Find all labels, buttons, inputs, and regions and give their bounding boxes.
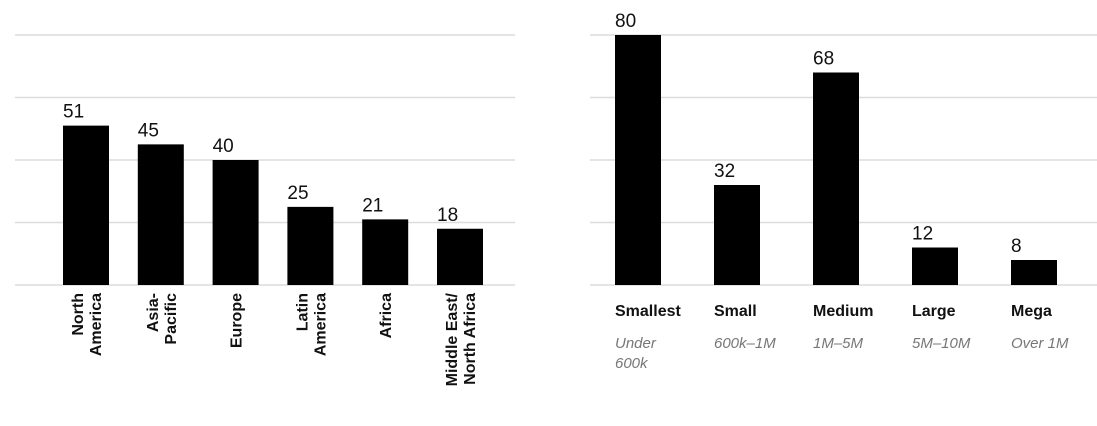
x-tick-label: Middle East/ — [444, 292, 461, 386]
data-label: 12 — [912, 224, 933, 245]
bar — [63, 125, 109, 285]
x-tick-label: Large — [912, 303, 956, 320]
x-tick-label: Small — [714, 303, 757, 320]
bar — [912, 247, 958, 285]
bar — [615, 35, 661, 285]
x-tick-sublabel: 1M–5M — [813, 335, 864, 352]
data-label: 25 — [287, 183, 308, 204]
x-tick-label: Europe — [229, 293, 246, 348]
bar — [137, 144, 184, 285]
x-tick-label: Smallest — [615, 303, 681, 320]
x-tick-label: North Africa — [462, 293, 479, 385]
data-label: 80 — [615, 11, 636, 32]
x-tick-label: Medium — [813, 303, 873, 320]
data-label: 45 — [138, 120, 159, 141]
x-tick-sublabel: 600k–1M — [714, 335, 776, 352]
x-tick-sublabel: Under — [615, 335, 657, 352]
bar — [362, 219, 409, 285]
x-tick-sublabel: 5M–10M — [912, 335, 971, 352]
data-label: 32 — [714, 161, 735, 182]
data-label: 8 — [1011, 236, 1022, 257]
x-tick-sublabel: Over 1M — [1011, 335, 1069, 352]
bar — [437, 228, 483, 285]
x-tick-label: Africa — [378, 293, 395, 338]
x-tick-label: America — [312, 293, 329, 356]
x-tick-label: America — [88, 293, 105, 356]
x-tick-sublabel: 600k — [615, 355, 649, 372]
x-tick-label: Asia- — [145, 293, 162, 332]
data-label: 21 — [362, 195, 383, 216]
x-tick-label: Latin — [294, 293, 311, 331]
data-label: 51 — [63, 102, 84, 123]
bar — [714, 185, 760, 285]
data-label: 68 — [813, 49, 834, 70]
x-tick-label: Pacific — [163, 293, 180, 345]
x-tick-label: North — [70, 293, 87, 336]
bar — [212, 160, 259, 285]
bar — [1011, 260, 1057, 285]
data-label: 18 — [437, 205, 458, 226]
bar — [287, 206, 334, 285]
data-label: 40 — [213, 136, 234, 157]
x-tick-label: Mega — [1011, 303, 1052, 320]
bar — [813, 72, 859, 285]
